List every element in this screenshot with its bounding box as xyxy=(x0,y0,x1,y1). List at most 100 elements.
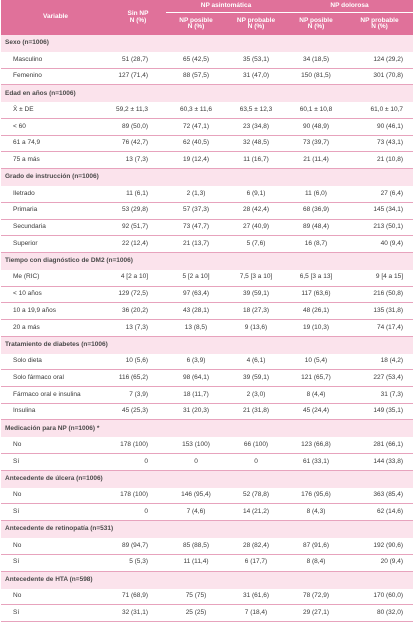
cell-value: 0 xyxy=(166,453,226,471)
cell-value: 5 [2 a 10] xyxy=(182,273,210,281)
cell-value: 21 (13,7) xyxy=(166,235,226,253)
cell-value: 7,5 [3 a 10] xyxy=(239,273,273,281)
cell-value: 2 (3,0) xyxy=(226,386,286,404)
table-row: < 10 años 129 (72,5) 97 (63,4) 39 (59,1) 117… xyxy=(1,285,414,303)
cell-value: 59,2 ± 11,3 xyxy=(116,105,148,113)
table-row: < 60 89 (50,0) 72 (47,1) 23 (34,8) 90 (48,9)… xyxy=(1,118,414,136)
cell-value: 13 (7,3) xyxy=(110,151,166,170)
cell-value: 28 (82,4) xyxy=(242,541,270,549)
col-np-posible-dol: NP posible N (%) xyxy=(286,12,346,35)
col-np-probable-asint: NP probable N (%) xyxy=(226,12,286,35)
cell-value: 153 (100) xyxy=(182,440,210,448)
table-row: Sí 5 (5,3) 11 (11,4) 6 (17,7) 8 (8,4) 20 (9,4… xyxy=(1,553,414,572)
cell-value: 80 (32,0) xyxy=(346,604,414,622)
cell-value: 146 (95,4) xyxy=(181,491,211,499)
cell-value: 127 (71,4) xyxy=(110,67,166,86)
cell-value: 5 (5,3) xyxy=(110,553,166,572)
cell-value: 13 (7,3) xyxy=(110,318,166,337)
cell-value: 89 (50,0) xyxy=(110,118,166,136)
cell-value: 85 (88,5) xyxy=(182,541,210,549)
cell-value: 62 (40,5) xyxy=(166,134,226,152)
table-header: Variable Sin NP N (%) NP asintomática NP… xyxy=(1,0,414,35)
cell-value: 23 (34,8) xyxy=(226,118,286,136)
row-label: Sí xyxy=(1,553,110,572)
cell-value: 32 (48,5) xyxy=(226,134,286,152)
cell-value: 124 (29,2) xyxy=(373,55,404,63)
cell-value: 8 (8,4) xyxy=(286,553,346,572)
cell-value: 68 (36,9) xyxy=(286,201,346,219)
cell-value: 9 (13,6) xyxy=(226,318,286,337)
cell-value: 363 (85,4) xyxy=(373,491,404,499)
row-label: < 60 xyxy=(1,118,110,136)
row-label: Solo fármaco oral xyxy=(1,369,110,387)
row-label: Insulina xyxy=(1,402,110,421)
cell-value: 129 (72,5) xyxy=(110,285,166,303)
cell-value: 88 (57,5) xyxy=(166,67,226,86)
cell-value: 22 (12,4) xyxy=(110,235,166,253)
cell-value: 7 (3,9) xyxy=(110,386,166,404)
table-row: Secundaria 92 (51,7) 73 (47,7) 27 (40,9) 89 … xyxy=(1,218,414,236)
cell-value: 74 (17,4) xyxy=(346,318,414,337)
cell-value: 75 (75) xyxy=(185,592,207,600)
cell-value: 73 (39,7) xyxy=(286,134,346,152)
row-label: X̄ ± DE xyxy=(13,105,34,113)
table-row: No 178 (100) 153 (100) 66 (100) 123 (66,8) 28… xyxy=(1,437,413,453)
section-title: Grado de instrucción (n=1006) xyxy=(1,168,414,187)
row-label: 61 a 74,9 xyxy=(1,134,110,152)
row-label: No xyxy=(13,592,22,600)
row-label: No xyxy=(13,541,22,549)
cell-value: 121 (65,7) xyxy=(286,369,346,387)
cell-value: 34 (18,5) xyxy=(302,55,330,63)
cell-value: 8 (4,3) xyxy=(286,503,346,522)
cell-value: 31 (20,3) xyxy=(166,402,226,421)
cell-value: 18 (27,3) xyxy=(226,302,286,320)
cell-value: 45 (24,4) xyxy=(286,402,346,421)
cell-value: 35 (53,1) xyxy=(242,55,270,63)
cell-value: 7 (18,4) xyxy=(226,604,286,622)
section-row: Edad en años (n=1006) xyxy=(1,84,414,103)
cell-value: 48 (26,1) xyxy=(286,302,346,320)
cell-value: 135 (31,8) xyxy=(346,302,414,320)
cell-value: 5 (7,6) xyxy=(226,235,286,253)
cell-value: 123 (66,8) xyxy=(301,440,331,448)
row-label: 10 a 19,9 años xyxy=(1,302,110,320)
cell-value: 116 (65,2) xyxy=(110,369,166,387)
cell-value: 90 (46,1) xyxy=(346,118,414,136)
cell-value: 62 (14,6) xyxy=(346,503,414,522)
cell-value: 4 [2 a 10] xyxy=(120,273,148,281)
cell-value: 73 (43,1) xyxy=(346,134,414,152)
section-row: Medicación para NP (n=1006) * xyxy=(1,419,414,438)
row-label: Sí xyxy=(1,503,110,522)
table-row: No 178 (100) 146 (95,4) 52 (78,8) 176 (95,6)… xyxy=(1,488,413,504)
cell-value: 61 (33,1) xyxy=(286,453,346,471)
cell-value: 63,5 ± 12,3 xyxy=(239,105,273,113)
cell-value: 281 (66,1) xyxy=(373,440,404,448)
row-label: No xyxy=(13,440,22,448)
row-label: Me (RIC) xyxy=(13,273,40,281)
cell-value: 43 (28,1) xyxy=(166,302,226,320)
section-row: Grado de instrucción (n=1006) xyxy=(1,168,414,187)
col-group-np-dolorosa: NP dolorosa xyxy=(286,0,414,13)
cell-value: 6 (9,1) xyxy=(246,189,266,197)
cell-value: 39 (59,1) xyxy=(226,369,286,387)
cell-value: 178 (100) xyxy=(120,491,148,499)
cell-value: 2 (1,3) xyxy=(186,189,206,197)
row-label: 20 a más xyxy=(1,318,110,337)
table-row: 75 a más 13 (7,3) 19 (12,4) 11 (16,7) 21 (11… xyxy=(1,151,414,170)
table-row: Femenino 127 (71,4) 88 (57,5) 31 (47,0) 150 … xyxy=(1,67,414,86)
cell-value: 27 (40,9) xyxy=(226,218,286,236)
cell-value: 19 (10,3) xyxy=(286,318,346,337)
cell-value: 57 (37,3) xyxy=(166,201,226,219)
table-row: Solo dieta 10 (5,6) 6 (3,9) 4 (6,1) 10 (5,4)… xyxy=(1,354,413,370)
cell-value: 87 (91,6) xyxy=(302,541,330,549)
cell-value: 28 (42,4) xyxy=(226,201,286,219)
section-title: Edad en años (n=1006) xyxy=(1,84,414,103)
cell-value: 65 (42,5) xyxy=(182,55,210,63)
cell-value: 6,5 [3 a 13] xyxy=(299,273,333,281)
table-row: Sí 0 0 0 61 (33,1) 144 (33,8) xyxy=(1,453,414,471)
cell-value: 72 (47,1) xyxy=(166,118,226,136)
cell-value: 144 (33,8) xyxy=(346,453,414,471)
cell-value: 0 xyxy=(226,453,286,471)
table-row: 20 a más 13 (7,3) 13 (8,5) 9 (13,6) 19 (10,3… xyxy=(1,318,414,337)
